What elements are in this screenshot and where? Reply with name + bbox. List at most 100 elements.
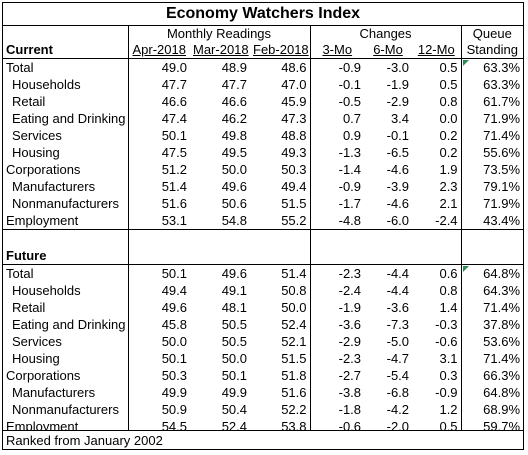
cell-standing: 68.9% bbox=[460, 401, 524, 418]
table-row: Retail 46.6 46.6 45.9 -0.5 -2.9 0.8 61.7% bbox=[3, 93, 524, 110]
cell-mar: 48.9 bbox=[221, 60, 247, 75]
cell-standing: 43.4% bbox=[460, 212, 524, 230]
cell-mar: 46.6 bbox=[221, 94, 247, 109]
cell-12mo: -0.9 bbox=[435, 385, 458, 400]
cell-standing: 53.6% bbox=[460, 333, 524, 350]
cell-6mo: -4.7 bbox=[386, 351, 410, 366]
cell-3mo: -1.8 bbox=[309, 401, 365, 418]
col-header-6mo: 6-Mo bbox=[373, 42, 403, 57]
cell-feb: 45.9 bbox=[281, 94, 307, 109]
cell-3mo: -0.5 bbox=[309, 93, 365, 110]
cell-apr: 49.9 bbox=[127, 384, 190, 401]
cell-3mo: -0.1 bbox=[309, 76, 365, 93]
cell-6mo: -4.2 bbox=[386, 402, 410, 417]
cell-12mo: 0.8 bbox=[439, 283, 458, 298]
cell-6mo: -3.0 bbox=[386, 60, 410, 75]
section-header-current: Current bbox=[6, 42, 53, 57]
table-row: Retail 49.6 48.1 50.0 -1.9 -3.6 1.4 71.4% bbox=[3, 299, 524, 316]
cell-mar: 50.0 bbox=[221, 162, 247, 177]
table-row: Housing 47.5 49.5 49.3 -1.3 -6.5 0.2 55.6% bbox=[3, 144, 524, 161]
cell-feb: 52.1 bbox=[281, 334, 307, 349]
row-label: Employment bbox=[6, 213, 79, 228]
cell-apr: 45.8 bbox=[127, 316, 190, 333]
section-header-future: Future bbox=[6, 248, 47, 263]
table-row: Services 50.0 50.5 52.1 -2.9 -5.0 -0.6 53.6% bbox=[3, 333, 524, 350]
cell-mar: 49.6 bbox=[221, 179, 247, 194]
table-row: Total 50.1 49.6 51.4 -2.3 -4.4 0.6 64.8% bbox=[3, 264, 524, 282]
cell-mar: 50.6 bbox=[221, 196, 247, 211]
cell-apr: 47.4 bbox=[127, 110, 190, 127]
cell-6mo: -6.5 bbox=[386, 145, 410, 160]
spacer-row bbox=[3, 229, 524, 247]
group-header-queue: Queue bbox=[460, 26, 524, 42]
cell-3mo: -0.9 bbox=[309, 58, 365, 76]
cell-6mo: -5.4 bbox=[386, 368, 410, 383]
cell-12mo: 2.3 bbox=[439, 179, 458, 194]
cell-6mo: -3.6 bbox=[386, 300, 410, 315]
cell-6mo: -6.0 bbox=[386, 213, 410, 228]
cell-3mo: -3.6 bbox=[309, 316, 365, 333]
cell-apr: 47.5 bbox=[127, 144, 190, 161]
cell-mar: 49.6 bbox=[221, 266, 247, 281]
table-row: Services 50.1 49.8 48.8 0.9 -0.1 0.2 71.4% bbox=[3, 127, 524, 144]
cell-12mo: 1.2 bbox=[439, 402, 458, 417]
cell-apr: 51.6 bbox=[127, 195, 190, 212]
table-row: Employment 53.1 54.8 55.2 -4.8 -6.0 -2.4 43.4% bbox=[3, 212, 524, 230]
cell-feb: 47.3 bbox=[281, 111, 307, 126]
cell-6mo: -4.6 bbox=[386, 196, 410, 211]
cell-standing: 37.8% bbox=[460, 316, 524, 333]
col-header-12mo: 12-Mo bbox=[417, 42, 455, 57]
cell-6mo: -0.1 bbox=[386, 128, 410, 143]
cell-mar: 46.2 bbox=[221, 111, 247, 126]
economy-watchers-table: Economy Watchers Index Monthly Readings … bbox=[2, 2, 524, 450]
header-row-groups: Monthly Readings Changes Queue bbox=[3, 26, 524, 42]
cell-standing: 71.9% bbox=[460, 195, 524, 212]
cell-feb: 51.6 bbox=[281, 385, 307, 400]
cell-apr: 50.9 bbox=[127, 401, 190, 418]
cell-6mo: 3.4 bbox=[390, 111, 410, 126]
table-row: Manufacturers 49.9 49.9 51.6 -3.8 -6.8 -0.9 64.… bbox=[3, 384, 524, 401]
cell-12mo: 0.5 bbox=[439, 77, 458, 92]
col-header-3mo: 3-Mo bbox=[309, 42, 365, 59]
cell-6mo: -3.9 bbox=[386, 179, 410, 194]
cell-feb: 52.4 bbox=[281, 317, 307, 332]
cell-feb: 49.4 bbox=[281, 179, 307, 194]
table-row: Corporations 50.3 50.1 51.8 -2.7 -5.4 0.3 66.3% bbox=[3, 367, 524, 384]
cell-apr: 51.4 bbox=[127, 178, 190, 195]
cell-mar: 49.9 bbox=[221, 385, 247, 400]
row-label: Corporations bbox=[6, 162, 81, 177]
row-label: Housing bbox=[12, 145, 60, 160]
cell-12mo: 0.2 bbox=[439, 145, 458, 160]
cell-apr: 50.1 bbox=[127, 350, 190, 367]
cell-12mo: -2.4 bbox=[435, 213, 458, 228]
cell-12mo: -0.3 bbox=[435, 317, 458, 332]
row-label: Households bbox=[12, 283, 81, 298]
cell-standing: 64.8% bbox=[460, 384, 524, 401]
row-label: Manufacturers bbox=[12, 385, 96, 400]
future-header-row: Future bbox=[3, 247, 524, 265]
cell-6mo: -1.9 bbox=[386, 77, 410, 92]
cell-mar: 48.1 bbox=[221, 300, 247, 315]
table-row: Total 49.0 48.9 48.6 -0.9 -3.0 0.5 63.3% bbox=[3, 58, 524, 76]
row-label: Nonmanufacturers bbox=[12, 402, 119, 417]
cell-3mo: -2.3 bbox=[309, 350, 365, 367]
cell-3mo: -0.9 bbox=[309, 178, 365, 195]
cell-6mo: -5.0 bbox=[386, 334, 410, 349]
row-label: Households bbox=[12, 77, 81, 92]
cell-mar: 49.8 bbox=[221, 128, 247, 143]
row-label: Housing bbox=[12, 351, 60, 366]
cell-mar: 50.5 bbox=[221, 317, 247, 332]
cell-standing: 63.3% bbox=[460, 58, 524, 76]
cell-3mo: -2.4 bbox=[309, 282, 365, 299]
row-label: Services bbox=[12, 128, 62, 143]
cell-3mo: -1.7 bbox=[309, 195, 365, 212]
table-row: Nonmanufacturers 51.6 50.6 51.5 -1.7 -4.6 2.1 7… bbox=[3, 195, 524, 212]
header-row-columns: Current Apr-2018 Mar-2018 Feb-2018 3-Mo … bbox=[3, 42, 524, 59]
row-label: Total bbox=[6, 266, 34, 281]
cell-3mo: -2.3 bbox=[309, 264, 365, 282]
col-header-feb: Feb-2018 bbox=[253, 42, 309, 57]
cell-feb: 48.6 bbox=[281, 60, 307, 75]
cell-3mo: -2.9 bbox=[309, 333, 365, 350]
cell-feb: 50.8 bbox=[281, 283, 307, 298]
cell-3mo: -1.9 bbox=[309, 299, 365, 316]
